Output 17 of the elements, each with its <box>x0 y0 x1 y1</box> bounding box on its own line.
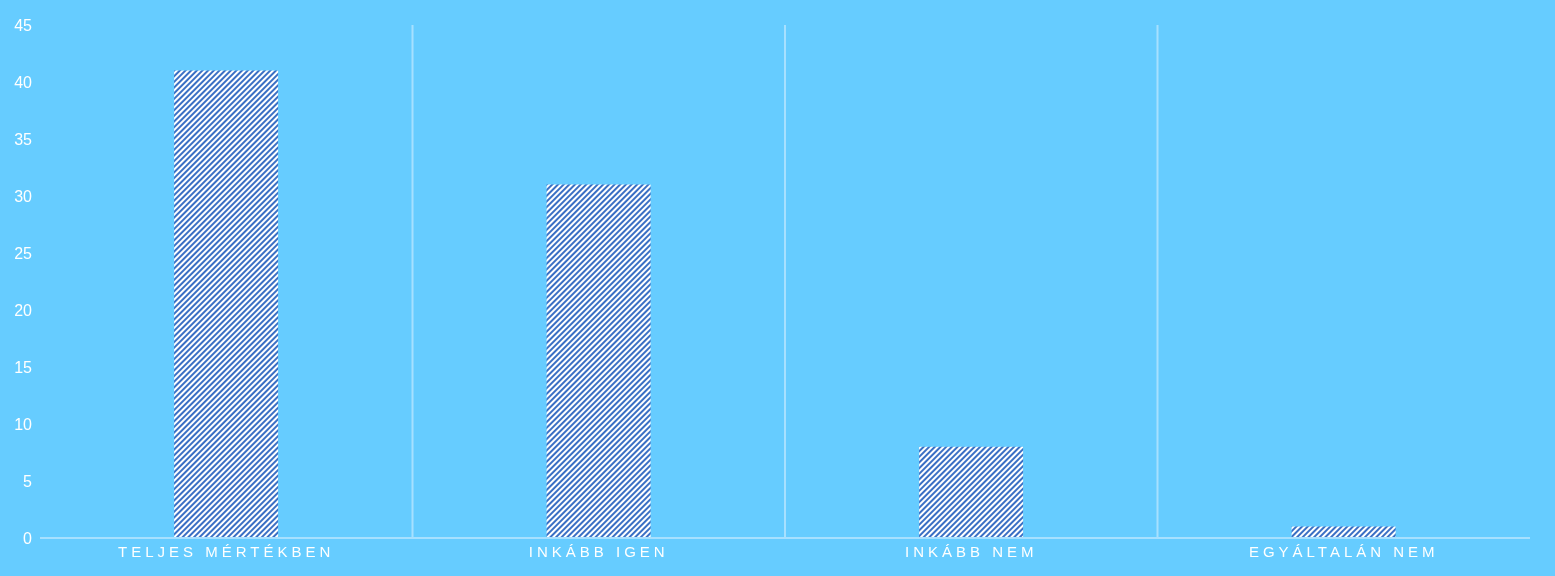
y-tick-label: 40 <box>14 73 33 91</box>
bar <box>919 446 1024 538</box>
y-tick-label: 30 <box>14 187 33 205</box>
bar <box>174 70 279 538</box>
y-tick-label: 45 <box>14 16 33 34</box>
x-tick-label: INKÁBB IGEN <box>528 542 669 560</box>
y-tick-label: 0 <box>23 529 33 547</box>
y-tick-label: 25 <box>14 244 33 262</box>
y-tick-label: 5 <box>23 472 33 490</box>
y-tick-label: 15 <box>14 358 33 376</box>
bar <box>546 184 651 538</box>
x-tick-label: INKÁBB NEM <box>904 542 1038 560</box>
x-tick-label: TELJES MÉRTÉKBEN <box>118 542 335 560</box>
y-tick-label: 35 <box>14 130 33 148</box>
x-tick-label: EGYÁLTALÁN NEM <box>1248 542 1439 560</box>
y-tick-label: 10 <box>14 415 33 433</box>
y-tick-label: 20 <box>14 301 33 319</box>
